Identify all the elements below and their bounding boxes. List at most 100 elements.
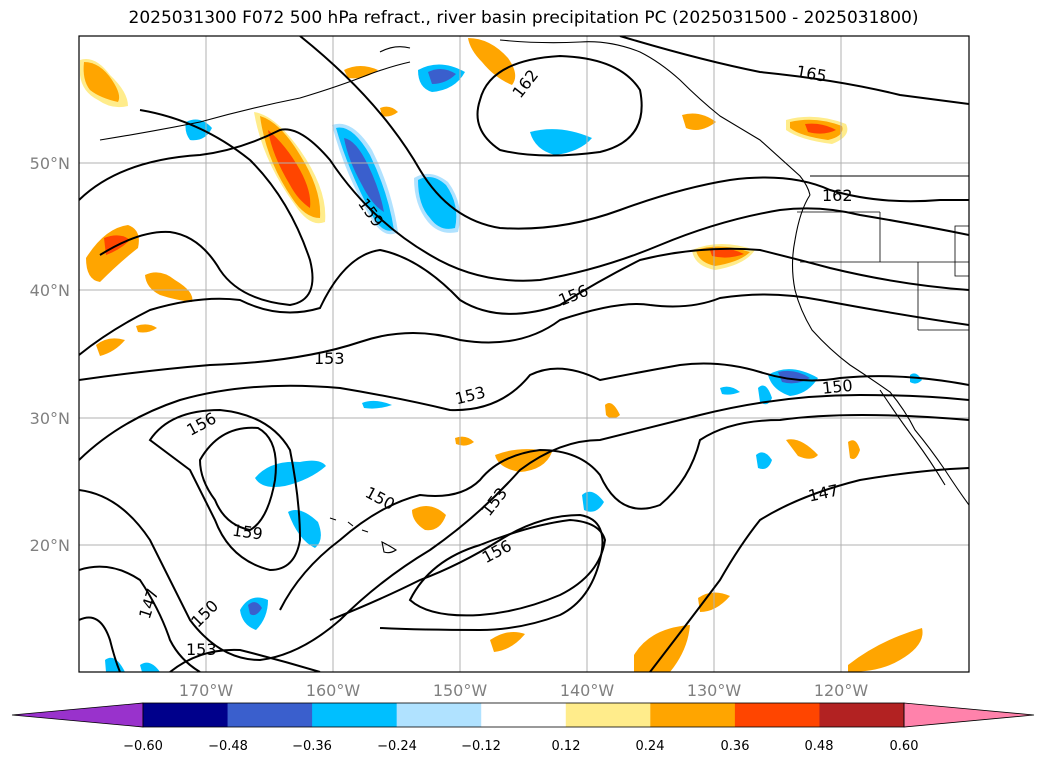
lon-label: 170°W — [179, 681, 234, 700]
precip-positive-area — [145, 272, 193, 302]
contour-label: 156 — [479, 536, 515, 567]
precip-negative-area — [582, 491, 604, 512]
contour-line — [329, 513, 604, 632]
contour-label: 147 — [807, 481, 841, 506]
colorbar-segment — [227, 703, 313, 727]
contour-line — [79, 616, 121, 672]
colorbar-tick-label: −0.60 — [123, 739, 163, 754]
precip-negative-area — [530, 129, 592, 155]
contour-line — [476, 54, 643, 157]
precip-positive-area — [495, 449, 552, 472]
colorbar-tick-label: 0.48 — [805, 739, 834, 754]
precip-positive-area — [490, 632, 525, 652]
precip-negative-area — [105, 657, 125, 672]
colorbar-extend-min — [11, 702, 144, 728]
colorbar-tick-label: 0.12 — [552, 739, 581, 754]
contour-label: 153 — [186, 640, 217, 659]
colorbar-segments — [11, 702, 1035, 728]
colorbar-tick-label: −0.12 — [461, 739, 501, 754]
colorbar-segment — [734, 703, 820, 727]
colorbar-segment — [650, 703, 736, 727]
colorbar-segment — [481, 703, 567, 727]
precip-negative-area — [362, 400, 392, 409]
contour-labels: 165 162 162 159 159 156 156 156 153 153 … — [135, 62, 853, 659]
lon-label: 140°W — [560, 681, 615, 700]
contour-line — [299, 36, 969, 230]
state-lines — [797, 211, 969, 331]
precip-positive-area — [710, 248, 744, 258]
hawaii — [329, 517, 397, 554]
precip-positive-area — [412, 506, 446, 531]
precip-positive-area — [268, 130, 311, 208]
precip-positive-area — [805, 123, 836, 134]
precip-positive-area — [380, 106, 398, 117]
alaska-coast — [99, 39, 811, 196]
contour-line — [79, 565, 201, 672]
colorbar-segment — [143, 703, 229, 727]
lat-label: 50°N — [30, 154, 70, 173]
lat-label: 40°N — [30, 281, 70, 300]
colorbar-ticks: −0.60 −0.48 −0.36 −0.24 −0.12 0.12 0.24 … — [123, 739, 918, 754]
contour-line — [408, 518, 607, 617]
precip-negative-area — [428, 68, 456, 84]
precip-negative-area — [418, 176, 457, 229]
contour-label: 147 — [135, 586, 163, 621]
contour-line — [148, 408, 302, 572]
precip-negative-area — [140, 662, 160, 672]
colorbar-frame — [142, 702, 905, 728]
lon-label: 120°W — [814, 681, 869, 700]
precip-positive-area — [848, 628, 923, 672]
lon-label: 150°W — [433, 681, 488, 700]
precip-negative-area — [344, 138, 384, 212]
contour-label: 156 — [556, 281, 591, 310]
colorbar-tick-label: −0.36 — [292, 739, 332, 754]
contour-line — [79, 393, 969, 662]
contour-line — [198, 426, 277, 532]
west-coast — [791, 194, 969, 506]
colorbar-segment — [565, 703, 651, 727]
precip-positive-area — [682, 113, 716, 130]
colorbar-tick-label: −0.24 — [377, 739, 417, 754]
precip-negative-area — [758, 385, 772, 405]
longitude-labels: 170°W 160°W 150°W 140°W 130°W 120°W — [179, 681, 869, 700]
colorbar: −0.60 −0.48 −0.36 −0.24 −0.12 0.12 0.24 … — [11, 702, 1035, 754]
precip-negative-area — [288, 509, 321, 548]
precip-negative-area — [255, 460, 326, 487]
map-frame — [78, 35, 970, 673]
colorbar-tick-label: 0.24 — [636, 739, 665, 754]
precip-positive-area — [468, 38, 516, 85]
contour-label: 150 — [362, 483, 398, 514]
precip-fills — [80, 38, 923, 672]
colorbar-segment — [396, 703, 482, 727]
contour-line — [619, 36, 969, 105]
lon-label: 160°W — [306, 681, 361, 700]
contour-line — [79, 293, 969, 381]
contour-lines — [79, 36, 969, 672]
precip-positive-area — [848, 440, 860, 459]
precip-positive-area — [136, 324, 157, 333]
colorbar-segment — [819, 703, 905, 727]
contour-label: 159 — [231, 521, 264, 544]
precip-positive-area — [86, 225, 139, 282]
contour-line — [99, 109, 314, 307]
contour-line — [169, 648, 321, 672]
precip-positive-area — [455, 436, 474, 446]
lon-label: 130°W — [687, 681, 742, 700]
contour-label: 162 — [822, 186, 853, 205]
precip-negative-area — [720, 386, 740, 395]
map-title: 2025031300 F072 500 hPa refract., river … — [128, 8, 919, 28]
colorbar-tick-label: −0.48 — [208, 739, 248, 754]
lat-label: 30°N — [30, 409, 70, 428]
precip-positive-area — [605, 402, 620, 419]
colorbar-tick-label: 0.36 — [721, 739, 750, 754]
contour-label: 150 — [821, 376, 853, 398]
colorbar-extend-max — [903, 702, 1035, 728]
precip-negative-area — [756, 452, 772, 469]
contour-label: 153 — [314, 349, 345, 368]
precip-positive-area — [83, 62, 120, 102]
lat-label: 20°N — [30, 536, 70, 555]
contour-line — [649, 467, 969, 672]
colorbar-tick-label: 0.60 — [890, 739, 919, 754]
